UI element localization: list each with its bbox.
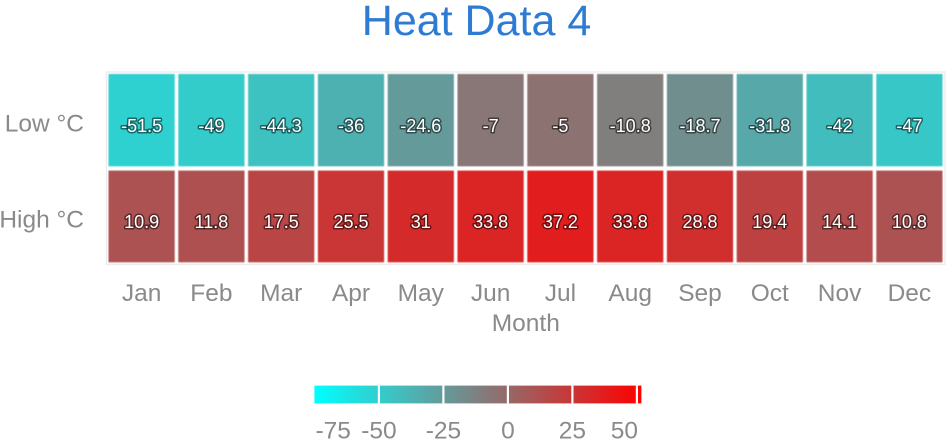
svg-text:17.5: 17.5 (264, 212, 299, 232)
svg-text:May: May (398, 280, 445, 307)
svg-text:Heat Data 4: Heat Data 4 (362, 0, 591, 45)
svg-text:-42: -42 (827, 116, 853, 136)
svg-text:28.8: 28.8 (682, 212, 717, 232)
svg-text:11.8: 11.8 (195, 212, 229, 232)
svg-text:-31.8: -31.8 (749, 116, 790, 136)
svg-text:Nov: Nov (818, 280, 862, 307)
svg-text:50: 50 (611, 418, 638, 442)
svg-text:31: 31 (411, 212, 431, 232)
svg-text:Low °C: Low °C (5, 110, 84, 137)
svg-text:-51.5: -51.5 (121, 116, 162, 136)
svg-text:14.1: 14.1 (822, 212, 857, 232)
svg-text:10.9: 10.9 (124, 212, 159, 232)
svg-text:Jul: Jul (545, 280, 576, 307)
svg-text:-44.3: -44.3 (261, 116, 302, 136)
svg-text:-10.8: -10.8 (610, 116, 651, 136)
svg-text:Aug: Aug (608, 280, 652, 307)
svg-text:19.4: 19.4 (752, 212, 787, 232)
svg-text:High °C: High °C (0, 207, 84, 234)
svg-text:-49: -49 (198, 116, 224, 136)
svg-text:Oct: Oct (751, 280, 789, 307)
svg-text:Apr: Apr (332, 280, 370, 307)
svg-text:-50: -50 (361, 418, 396, 442)
svg-text:-18.7: -18.7 (679, 116, 720, 136)
svg-text:-47: -47 (896, 116, 922, 136)
svg-text:Sep: Sep (678, 280, 722, 307)
svg-text:25.5: 25.5 (333, 212, 368, 232)
svg-text:-75: -75 (316, 418, 351, 442)
svg-text:Feb: Feb (190, 280, 232, 307)
svg-text:0: 0 (501, 418, 515, 442)
svg-text:37.2: 37.2 (543, 212, 578, 232)
svg-text:Jun: Jun (471, 280, 511, 307)
svg-text:Mar: Mar (260, 280, 302, 307)
svg-text:-25: -25 (426, 418, 461, 442)
svg-text:Month: Month (492, 310, 560, 337)
svg-text:25: 25 (559, 418, 586, 442)
svg-text:-36: -36 (338, 116, 364, 136)
svg-text:-24.6: -24.6 (400, 116, 441, 136)
svg-text:33.8: 33.8 (613, 212, 648, 232)
svg-text:33.8: 33.8 (473, 212, 508, 232)
svg-text:-7: -7 (483, 116, 499, 136)
svg-text:-5: -5 (552, 116, 568, 136)
svg-text:Jan: Jan (122, 280, 162, 307)
svg-text:Dec: Dec (888, 280, 932, 307)
svg-text:10.8: 10.8 (892, 212, 927, 232)
